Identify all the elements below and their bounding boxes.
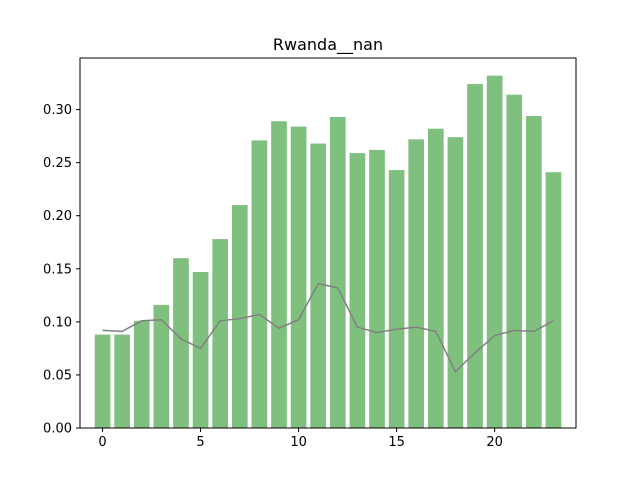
bar-5 (192, 271, 209, 428)
x-tick-label-3: 15 (388, 435, 405, 450)
chart-title: Rwanda__nan (273, 35, 383, 55)
bar-16 (408, 139, 425, 428)
bar-17 (427, 128, 444, 428)
bar-4 (173, 258, 189, 428)
y-tick-label-4: 0.20 (43, 209, 72, 224)
bar-23 (545, 172, 562, 428)
bar-3 (153, 304, 170, 428)
bar-20 (486, 75, 503, 428)
bar-8 (251, 140, 268, 428)
bar-7 (231, 205, 248, 428)
y-tick-label-5: 0.25 (43, 156, 72, 171)
x-axis: 0 5 10 15 20 (98, 428, 503, 450)
x-tick-label-1: 5 (196, 435, 204, 450)
x-tick-label-0: 0 (98, 435, 106, 450)
bar-13 (349, 153, 366, 428)
bar-19 (467, 84, 483, 428)
x-tick-label-2: 10 (290, 435, 307, 450)
bar-2 (133, 320, 150, 428)
plot-frame (79, 57, 577, 429)
y-tick-label-3: 0.15 (43, 262, 72, 277)
y-axis: 0.00 0.05 0.10 0.15 0.20 0.25 0.30 (43, 103, 80, 437)
y-tick-label-6: 0.30 (43, 103, 72, 118)
y-tick-label-2: 0.10 (43, 315, 72, 330)
bar-0 (94, 334, 111, 428)
bar-6 (212, 239, 229, 428)
plot-area (94, 75, 562, 429)
bar-22 (526, 115, 542, 428)
bar-18 (447, 137, 464, 429)
bar-21 (506, 94, 523, 429)
bar-10 (290, 126, 307, 429)
bar-14 (369, 149, 385, 428)
bar-12 (329, 117, 346, 429)
bar-15 (388, 170, 405, 428)
x-tick-label-4: 20 (486, 435, 503, 450)
bar-11 (310, 143, 327, 428)
bar-9 (271, 121, 287, 428)
y-tick-label-0: 0.00 (43, 422, 72, 437)
y-tick-label-1: 0.05 (43, 368, 72, 383)
series-line (102, 282, 554, 374)
bar-1 (114, 334, 130, 428)
